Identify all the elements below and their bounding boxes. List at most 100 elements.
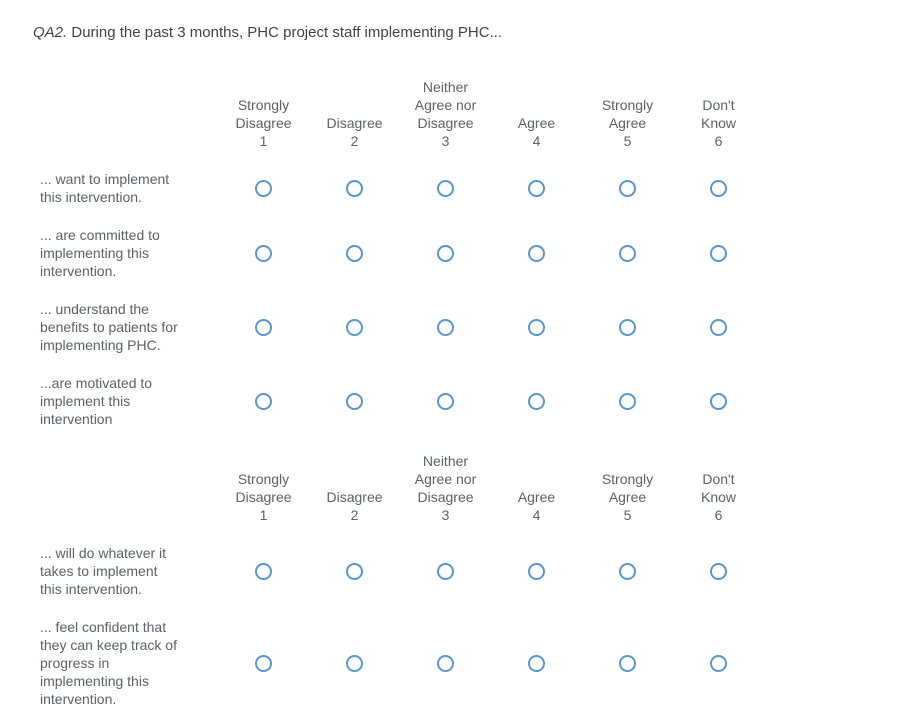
radio-button[interactable] [346, 318, 363, 336]
row-label: ... feel confident that they can keep tr… [40, 618, 218, 708]
column-header-strongly-disagree: Strongly Disagree 1 [218, 96, 309, 150]
radio-button[interactable] [528, 654, 545, 672]
radio-cell [400, 244, 491, 262]
column-header-line: Agree nor [414, 471, 477, 487]
column-header-line: Agree [608, 115, 647, 131]
column-header-value: 1 [259, 507, 268, 523]
row-label: ...are motivated to implement this inter… [40, 374, 218, 428]
radio-button[interactable] [255, 179, 272, 197]
column-header-line: Neither [422, 79, 469, 95]
radio-button[interactable] [528, 392, 545, 410]
radio-button[interactable] [528, 244, 545, 262]
radio-button[interactable] [346, 179, 363, 197]
radio-cell [491, 244, 582, 262]
column-header-value: 6 [714, 507, 723, 523]
radio-button[interactable] [437, 179, 454, 197]
column-header-line: Neither [422, 453, 469, 469]
column-header-value: 2 [350, 133, 359, 149]
radio-button[interactable] [346, 562, 363, 580]
radio-cell [491, 562, 582, 580]
radio-button[interactable] [619, 562, 636, 580]
row-label: ... want to implement this intervention. [40, 170, 218, 206]
row-label-line: benefits to patients for [40, 319, 178, 335]
radio-button[interactable] [437, 392, 454, 410]
column-header-value: 3 [441, 133, 450, 149]
column-header-value: 2 [350, 507, 359, 523]
radio-button[interactable] [710, 179, 727, 197]
radio-button[interactable] [619, 179, 636, 197]
row-label-line: this intervention. [40, 581, 142, 597]
radio-button[interactable] [346, 654, 363, 672]
radio-cell [491, 392, 582, 410]
radio-button[interactable] [710, 244, 727, 262]
column-header-line: Strongly [237, 471, 290, 487]
radio-button[interactable] [346, 392, 363, 410]
column-header-value: 4 [532, 133, 541, 149]
radio-button[interactable] [255, 562, 272, 580]
radio-cell [309, 654, 400, 672]
radio-button[interactable] [710, 318, 727, 336]
radio-button[interactable] [528, 562, 545, 580]
matrix-row: ...are motivated to implement this inter… [40, 366, 764, 440]
radio-button[interactable] [255, 318, 272, 336]
row-label-line: implementing this [40, 673, 149, 689]
row-label-line: ... feel confident that [40, 619, 167, 635]
column-header-line: Strongly [601, 97, 654, 113]
column-header-line: Disagree [326, 115, 383, 131]
radio-button[interactable] [619, 392, 636, 410]
radio-button[interactable] [255, 654, 272, 672]
column-header-line: Agree [608, 489, 647, 505]
radio-cell [673, 244, 764, 262]
column-header-line: Strongly [237, 97, 290, 113]
row-label-line: implement this [40, 393, 131, 409]
row-label-line: takes to implement [40, 563, 158, 579]
column-header-line: Disagree [235, 489, 292, 505]
column-header-value: 4 [532, 507, 541, 523]
row-label: ... are committed to implementing this i… [40, 226, 218, 280]
radio-button[interactable] [437, 244, 454, 262]
row-label-line: ... are committed to [40, 227, 160, 243]
radio-cell [582, 392, 673, 410]
likert-matrix: Strongly Disagree 1 Disagree 2 Neither A… [40, 78, 764, 720]
matrix-row: ... want to implement this intervention. [40, 162, 764, 218]
column-header-line: Disagree [326, 489, 383, 505]
radio-cell [400, 318, 491, 336]
radio-button[interactable] [619, 654, 636, 672]
radio-button[interactable] [437, 654, 454, 672]
column-header-strongly-agree: Strongly Agree 5 [582, 470, 673, 524]
radio-button[interactable] [710, 654, 727, 672]
column-header-value: 6 [714, 133, 723, 149]
column-header-neither: Neither Agree nor Disagree 3 [400, 78, 491, 150]
column-header-agree: Agree 4 [491, 488, 582, 524]
radio-button[interactable] [437, 562, 454, 580]
column-header-line: Strongly [601, 471, 654, 487]
matrix-row: ... are committed to implementing this i… [40, 218, 764, 292]
radio-button[interactable] [710, 562, 727, 580]
radio-cell [582, 654, 673, 672]
radio-button[interactable] [528, 179, 545, 197]
radio-button[interactable] [437, 318, 454, 336]
radio-button[interactable] [255, 244, 272, 262]
radio-button[interactable] [346, 244, 363, 262]
matrix-row: ... feel confident that they can keep tr… [40, 610, 764, 720]
matrix-row: ... understand the benefits to patients … [40, 292, 764, 366]
column-header-line: Agree [517, 115, 556, 131]
column-header-line: Don't [702, 97, 735, 113]
radio-cell [582, 244, 673, 262]
radio-button[interactable] [255, 392, 272, 410]
row-label-line: ... will do whatever it [40, 545, 167, 561]
radio-cell [400, 179, 491, 197]
radio-button[interactable] [619, 318, 636, 336]
radio-cell [218, 654, 309, 672]
row-label-line: ... understand the [40, 301, 149, 317]
radio-button[interactable] [619, 244, 636, 262]
column-header-value: 1 [259, 133, 268, 149]
column-header-line: Agree [517, 489, 556, 505]
row-label: ... understand the benefits to patients … [40, 300, 218, 354]
column-header-line: Disagree [235, 115, 292, 131]
radio-cell [582, 562, 673, 580]
radio-button[interactable] [710, 392, 727, 410]
radio-cell [491, 654, 582, 672]
radio-button[interactable] [528, 318, 545, 336]
radio-cell [309, 392, 400, 410]
